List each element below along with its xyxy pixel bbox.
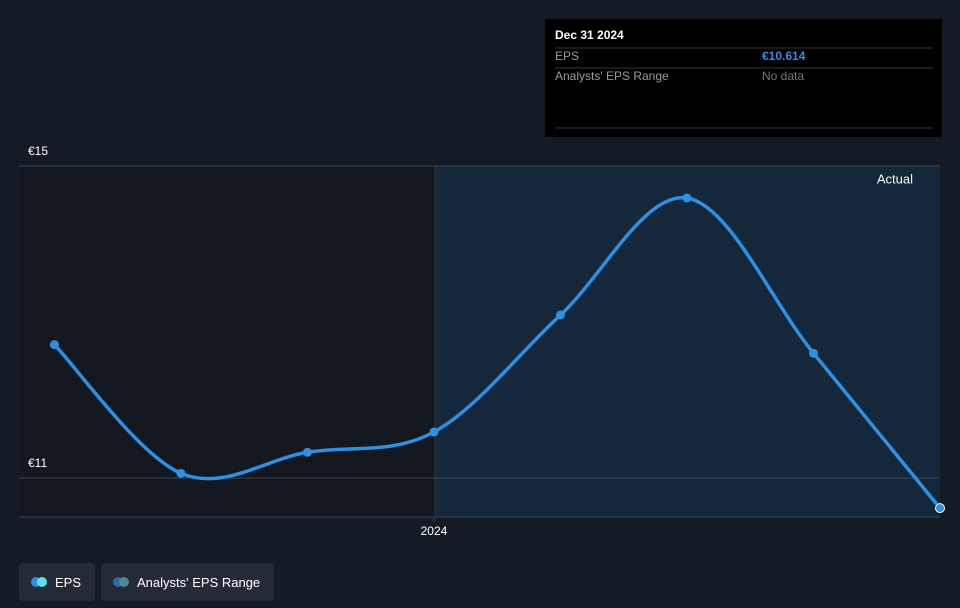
eps-point (808, 348, 818, 358)
eps-point (176, 468, 186, 478)
y-tick-label: €11 (28, 456, 47, 470)
legend-item[interactable]: Analysts' EPS Range (101, 563, 275, 601)
legend-dot (113, 577, 123, 587)
eps-point (429, 427, 439, 437)
legend-label: Analysts' EPS Range (137, 574, 261, 590)
tooltip-label: Analysts' EPS Range (555, 69, 669, 83)
y-tick-label: €15 (28, 144, 48, 158)
legend-dot (119, 577, 129, 587)
tooltip-value: No data (762, 69, 804, 83)
legend-label: EPS (55, 574, 82, 590)
legend-item[interactable]: EPS (19, 563, 96, 601)
eps-point (302, 447, 312, 457)
eps-point (555, 310, 565, 320)
actual-region (435, 166, 940, 517)
region-label: Actual (877, 171, 913, 186)
tooltip-value: €10.614 (762, 49, 806, 63)
eps-point (682, 193, 692, 203)
x-tick-label: 2024 (421, 524, 448, 538)
past-region (19, 166, 435, 517)
eps-line (53, 196, 942, 510)
eps-point (935, 503, 945, 514)
tooltip-box (545, 19, 942, 137)
tooltip-date: Dec 31 2024 (555, 28, 624, 42)
legend-dot (37, 577, 47, 587)
tooltip: Dec 31 2024 EPS €10.614 Analysts' EPS Ra… (545, 19, 942, 137)
eps-point (49, 340, 59, 350)
tooltip-label: EPS (555, 49, 579, 63)
legend-dot (31, 577, 41, 587)
